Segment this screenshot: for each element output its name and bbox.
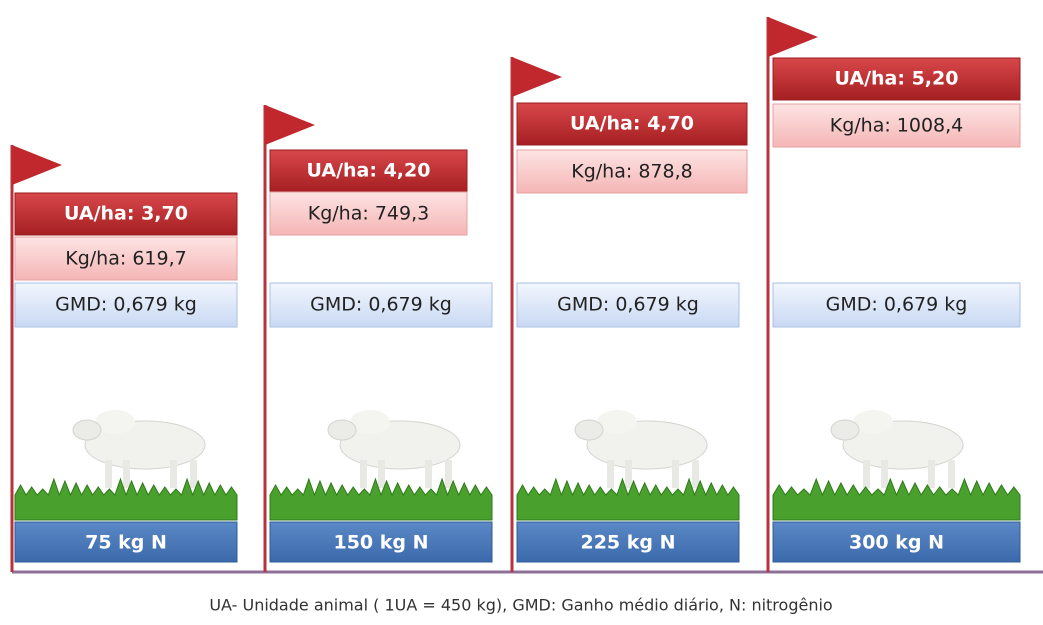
cow-leg xyxy=(425,460,432,488)
cow-leg xyxy=(881,460,888,488)
gmd-label: GMD: 0,679 kg xyxy=(310,294,452,316)
ua-label: UA/ha: 4,20 xyxy=(307,160,431,182)
cow-leg xyxy=(672,460,679,488)
flag xyxy=(512,57,562,97)
cow-leg xyxy=(928,460,935,488)
gmd-label: GMD: 0,679 kg xyxy=(55,294,197,316)
infographic: UA- Unidade animal ( 1UA = 450 kg), GMD:… xyxy=(0,0,1043,625)
flag xyxy=(12,145,62,185)
gmd-label: GMD: 0,679 kg xyxy=(826,294,968,316)
kg-label: Kg/ha: 619,7 xyxy=(65,248,186,270)
n-label: 75 kg N xyxy=(85,532,167,554)
kg-label: Kg/ha: 749,3 xyxy=(308,203,429,225)
footer: UA- Unidade animal ( 1UA = 450 kg), GMD:… xyxy=(209,596,832,615)
flag xyxy=(768,17,818,57)
cow-leg xyxy=(948,460,955,488)
cow-leg xyxy=(692,460,699,488)
cow-head xyxy=(575,420,603,440)
grass xyxy=(773,479,1020,520)
cow-head xyxy=(73,420,101,440)
flag xyxy=(265,105,315,145)
ua-label: UA/ha: 4,70 xyxy=(570,113,694,135)
cow-head xyxy=(328,420,356,440)
n-label: 225 kg N xyxy=(580,532,675,554)
cow-leg xyxy=(625,460,632,488)
n-label: 150 kg N xyxy=(333,532,428,554)
n-label: 300 kg N xyxy=(849,532,944,554)
ua-label: UA/ha: 5,20 xyxy=(835,68,959,90)
cow-leg xyxy=(105,460,112,488)
kg-label: Kg/ha: 878,8 xyxy=(571,161,692,183)
cow-leg xyxy=(360,460,367,488)
kg-label: Kg/ha: 1008,4 xyxy=(830,115,964,137)
ua-label: UA/ha: 3,70 xyxy=(64,203,188,225)
cow-leg xyxy=(378,460,385,488)
cow-leg xyxy=(607,460,614,488)
cow-leg xyxy=(445,460,452,488)
cow-leg xyxy=(170,460,177,488)
cow-leg xyxy=(190,460,197,488)
cow-head xyxy=(831,420,859,440)
gmd-label: GMD: 0,679 kg xyxy=(557,294,699,316)
cow-leg xyxy=(123,460,130,488)
cow-leg xyxy=(863,460,870,488)
